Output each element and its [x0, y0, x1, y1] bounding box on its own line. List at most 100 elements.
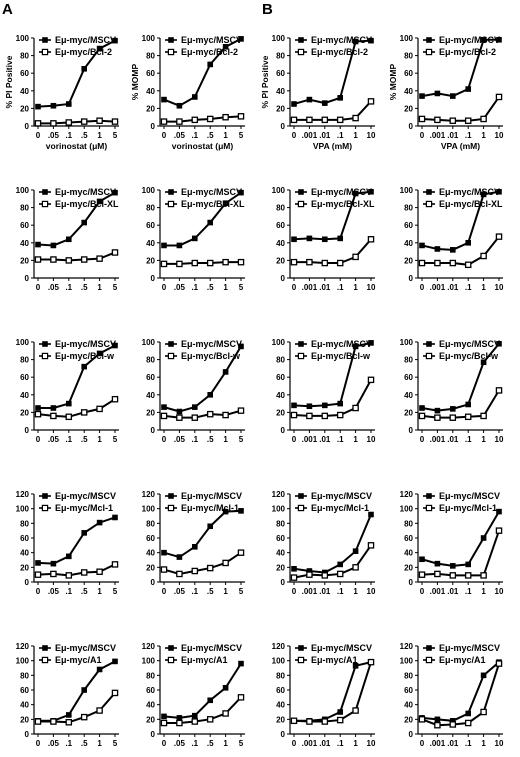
legend-marker-open: [297, 656, 305, 664]
x-tick-label: .05: [174, 283, 186, 292]
data-point-open: [418, 571, 426, 578]
x-tick-label: .5: [207, 283, 214, 292]
x-tick-label: .001: [302, 283, 318, 292]
x-tick-label: 0: [36, 587, 41, 596]
x-tick-label: .05: [48, 587, 60, 596]
data-point-open: [449, 259, 457, 267]
y-tick-label: 80: [276, 204, 285, 213]
data-point-open: [290, 116, 298, 124]
y-tick-label: 40: [276, 701, 285, 710]
y-tick-label: 40: [146, 87, 155, 96]
legend-label: Eμ-myc/Bcl-w: [311, 351, 371, 361]
y-tick-label: 0: [151, 730, 156, 739]
data-point-filled: [337, 235, 343, 242]
x-tick-label: 1: [97, 131, 102, 140]
data-point-open: [367, 376, 375, 384]
y-tick-label: 20: [404, 256, 413, 265]
x-tick-label: .1: [337, 131, 344, 140]
y-tick-label: 100: [400, 505, 414, 514]
legend-label: Eμ-myc/A1: [439, 655, 486, 665]
y-tick-label: 80: [146, 671, 155, 680]
y-tick-label: 60: [404, 221, 413, 230]
data-point-open: [495, 660, 503, 667]
x-tick-label: 1: [223, 435, 228, 444]
series-line: [294, 238, 372, 265]
legend-label: Eμ-myc/A1: [55, 655, 102, 665]
legend-label: Eμ-myc/MSCV: [439, 491, 500, 501]
data-point-filled: [176, 102, 183, 109]
y-tick-label: 60: [146, 534, 155, 543]
data-point-open: [321, 412, 329, 420]
x-tick-label: .01: [447, 435, 459, 444]
chart-b-r3c1: 0 20 40 60 80 100 120 0 .001.01 .1 1 10 Eμ-myc/MSCV E…: [400, 490, 504, 596]
data-point-open: [160, 566, 168, 573]
x-tick-label: .1: [465, 435, 472, 444]
data-point-filled: [352, 663, 359, 669]
y-tick-label: 100: [400, 34, 414, 43]
data-point-filled: [368, 37, 374, 44]
x-tick-label: .1: [65, 739, 72, 748]
series-line: [37, 563, 116, 577]
y-tick-label: 0: [409, 578, 414, 587]
x-tick-label: .1: [337, 283, 344, 292]
legend-marker-filled: [42, 645, 48, 651]
y-tick-label: 100: [142, 34, 156, 43]
legend-marker-filled: [298, 341, 304, 347]
data-point-open: [480, 115, 487, 123]
legend-label: Eμ-myc/MSCV: [311, 187, 372, 197]
data-point-open: [222, 559, 229, 567]
legend-marker-filled: [168, 341, 174, 347]
x-tick-label: .01: [319, 587, 331, 596]
data-point-filled: [450, 563, 456, 569]
x-tick-label: .05: [48, 435, 60, 444]
data-point-filled: [207, 697, 213, 704]
data-point-open: [495, 527, 503, 534]
data-point-open: [336, 716, 344, 724]
y-tick-label: 80: [146, 204, 155, 213]
data-point-open: [306, 116, 313, 124]
data-point-open: [191, 259, 199, 267]
data-point-filled: [352, 190, 359, 197]
y-tick-label: 20: [404, 563, 413, 572]
data-point-open: [367, 236, 375, 243]
data-point-open: [464, 719, 472, 727]
data-point-filled: [161, 404, 167, 410]
data-point-filled: [368, 188, 374, 195]
y-tick-label: 40: [20, 549, 29, 558]
legend-marker-filled: [298, 189, 304, 195]
y-tick-label: 0: [409, 274, 414, 283]
data-point-filled: [192, 712, 198, 719]
x-tick-label: 5: [113, 587, 118, 596]
series-line: [163, 409, 242, 419]
y-tick-label: 100: [272, 657, 286, 666]
x-tick-label: 1: [97, 587, 102, 596]
data-point-filled: [434, 716, 441, 723]
chart-a-r2c1: 0 20 40 60 80 100 0 .05 .1 .5 1 5 Eμ-myc/MSCV Eμ-myc/…: [142, 338, 245, 444]
data-point-filled: [222, 685, 229, 691]
data-point-open: [160, 412, 168, 420]
y-tick-label: 20: [404, 408, 413, 417]
data-point-open: [434, 570, 441, 578]
data-point-open: [495, 233, 503, 240]
y-tick-label: 120: [16, 490, 30, 499]
data-point-filled: [35, 405, 41, 411]
data-point-open: [336, 116, 344, 124]
data-point-filled: [112, 37, 118, 44]
x-tick-label: .05: [48, 131, 60, 140]
legend-marker-filled: [42, 189, 48, 195]
data-point-filled: [112, 342, 118, 349]
x-tick-label: 0: [292, 739, 297, 748]
data-point-filled: [450, 247, 456, 253]
data-point-open: [290, 717, 298, 725]
y-tick-label: 60: [146, 221, 155, 230]
x-tick-label: .5: [207, 739, 214, 748]
data-point-filled: [337, 561, 343, 568]
legend-label: Eμ-myc/MSCV: [181, 491, 242, 501]
x-tick-label: .5: [81, 435, 88, 444]
y-tick-label: 0: [281, 122, 286, 131]
data-point-filled: [322, 402, 328, 409]
y-axis-title: % MOMP: [130, 63, 140, 100]
y-tick-label: 20: [146, 715, 155, 724]
y-tick-label: 100: [142, 505, 156, 514]
